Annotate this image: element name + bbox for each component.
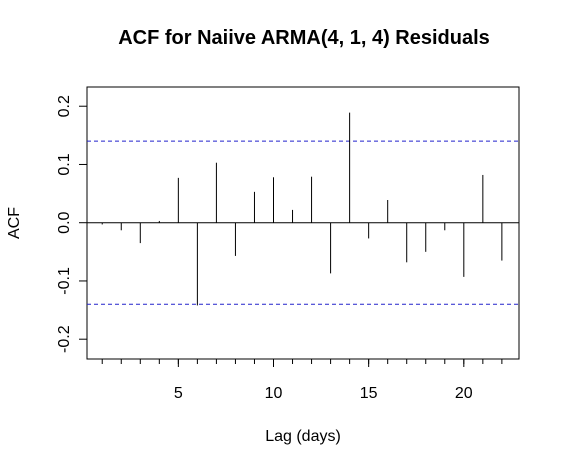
y-tick-label: 0.1 xyxy=(56,153,73,175)
chart-title: ACF for Naiive ARMA(4, 1, 4) Residuals xyxy=(118,27,490,49)
x-tick-label: 15 xyxy=(360,385,378,402)
x-tick-label: 5 xyxy=(174,385,183,402)
y-axis-label: ACF xyxy=(6,207,23,239)
plot-area: 5 10 15 20 -0.2 -0.1 0.0 0.1 0.2 xyxy=(56,95,519,402)
x-axis-label: Lag (days) xyxy=(265,428,341,445)
x-tick-label: 10 xyxy=(265,385,283,402)
y-tick-label: -0.2 xyxy=(56,325,73,353)
y-tick-label: -0.1 xyxy=(56,267,73,295)
x-tick-label: 20 xyxy=(455,385,473,402)
y-tick-label: 0.2 xyxy=(56,95,73,117)
y-tick-label: 0.0 xyxy=(56,211,73,233)
